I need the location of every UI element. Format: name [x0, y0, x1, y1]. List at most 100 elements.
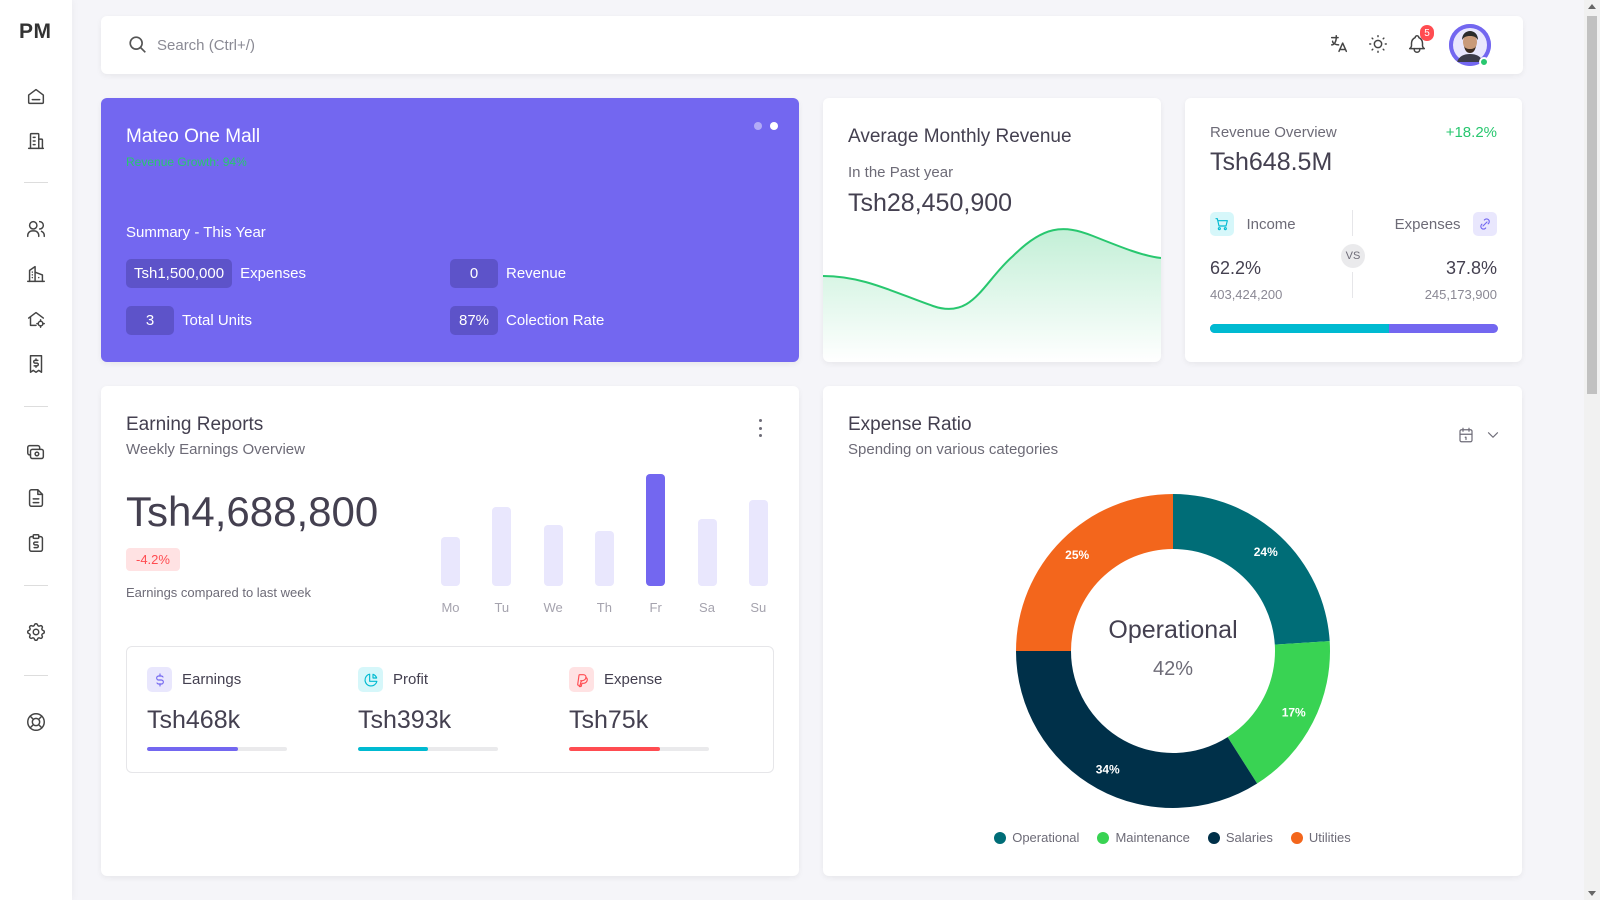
- bar-sa[interactable]: [697, 518, 717, 586]
- bar-su[interactable]: [748, 500, 768, 586]
- language-icon[interactable]: [1328, 33, 1352, 57]
- income-expense-bar: [1210, 324, 1498, 333]
- bar-tu[interactable]: [492, 506, 512, 586]
- card-subtitle: Weekly Earnings Overview: [126, 441, 305, 458]
- stat-value: 0: [450, 259, 498, 288]
- summary-value: Tsh468k: [147, 706, 241, 734]
- calendar-icon[interactable]: [1457, 426, 1477, 446]
- pie-chart-icon: [358, 667, 383, 692]
- income-block: Income 62.2% 403,424,200: [1210, 212, 1350, 302]
- bar-label: Sa: [699, 600, 715, 615]
- page-scrollbar[interactable]: [1584, 0, 1600, 900]
- card-subtitle: Spending on various categories: [848, 441, 1059, 458]
- carousel-dot-2[interactable]: [770, 122, 778, 130]
- slice-label: 25%: [1065, 548, 1089, 562]
- expenses-block: Expenses 37.8% 245,173,900: [1357, 212, 1497, 302]
- stat-collection-rate: 87% Colection Rate: [450, 306, 604, 335]
- legend-item-maintenance[interactable]: Maintenance: [1097, 830, 1190, 845]
- clipboard-dollar-icon[interactable]: [24, 531, 48, 555]
- expenses-percent: 37.8%: [1445, 258, 1497, 278]
- receipt-dollar-icon[interactable]: [24, 352, 48, 376]
- progress-fill: [147, 747, 238, 751]
- sun-icon[interactable]: [1367, 33, 1391, 57]
- slice-utilities[interactable]: [1016, 494, 1173, 651]
- donut-center-value: 42%: [1152, 658, 1194, 680]
- bar-label: Tu: [494, 600, 510, 615]
- legend-dot: [1097, 831, 1110, 844]
- chart-legend: Operational Maintenance Salaries Utilities: [823, 830, 1522, 845]
- topbar: 5: [101, 16, 1523, 74]
- slice-label: 34%: [1096, 763, 1120, 777]
- weekly-bar-chart: Mo Tu We Th Fr Sa Su: [441, 466, 781, 616]
- bell-icon[interactable]: 5: [1406, 25, 1434, 57]
- legend-label: Operational: [1012, 830, 1080, 845]
- home-icon[interactable]: [24, 84, 48, 108]
- bar-fr[interactable]: [646, 474, 666, 586]
- slice-salaries[interactable]: [1016, 651, 1258, 808]
- slice-operational[interactable]: [1173, 494, 1330, 645]
- chevron-down-icon[interactable]: [1484, 426, 1504, 446]
- slice-maintenance[interactable]: [1227, 641, 1330, 784]
- bar-th[interactable]: [594, 531, 614, 586]
- building-icon[interactable]: [24, 129, 48, 153]
- more-options-icon[interactable]: [757, 419, 763, 437]
- settings-icon[interactable]: [24, 620, 48, 644]
- dollar-icon: [147, 667, 172, 692]
- search-icon[interactable]: [127, 34, 149, 56]
- card-subtitle: In the Past year: [848, 164, 954, 181]
- summary-title: Summary - This Year: [126, 224, 266, 241]
- stat-revenue: 0 Revenue: [450, 259, 566, 288]
- progress-fill: [569, 747, 660, 751]
- legend-item-salaries[interactable]: Salaries: [1207, 830, 1273, 845]
- stat-value: Tsh1,500,000: [126, 259, 233, 288]
- income-amount: 403,424,200: [1210, 287, 1283, 302]
- app-logo[interactable]: PM: [19, 20, 52, 43]
- income-share-fill: [1210, 324, 1390, 333]
- scroll-down-arrow[interactable]: [1588, 891, 1596, 896]
- legend-dot: [994, 831, 1007, 844]
- scroll-up-arrow[interactable]: [1588, 4, 1596, 9]
- summary-progress: [358, 747, 498, 751]
- bar-label: Su: [750, 600, 767, 615]
- scroll-thumb[interactable]: [1587, 16, 1597, 394]
- stat-label: Expenses: [240, 265, 306, 282]
- earning-reports-card: Earning Reports Weekly Earnings Overview…: [101, 386, 799, 876]
- users-icon[interactable]: [24, 217, 48, 241]
- sidebar-divider: [24, 406, 48, 407]
- online-status-dot: [1479, 57, 1489, 67]
- stat-label: Total Units: [182, 312, 253, 329]
- home-cog-icon[interactable]: [24, 307, 48, 331]
- donut-center-label: Operational: [1108, 616, 1238, 644]
- vs-badge: VS: [1341, 244, 1365, 268]
- carousel-dot-1[interactable]: [754, 122, 762, 130]
- summary-earnings: Earnings Tsh468k: [147, 667, 327, 751]
- summary-progress: [569, 747, 709, 751]
- file-invoice-icon[interactable]: [24, 486, 48, 510]
- sidebar-divider: [24, 182, 48, 183]
- legend-label: Maintenance: [1115, 830, 1190, 845]
- bar-we[interactable]: [543, 524, 563, 586]
- legend-item-utilities[interactable]: Utilities: [1290, 830, 1351, 845]
- lifebuoy-icon[interactable]: [24, 710, 48, 734]
- sparkline-area: [823, 229, 1161, 362]
- summary-progress: [147, 747, 287, 751]
- revenue-overview-card: Revenue Overview +18.2% Tsh648.5M Income…: [1185, 98, 1522, 362]
- bar-mo[interactable]: [441, 537, 460, 586]
- expense-ratio-card: Expense Ratio Spending on various catego…: [823, 386, 1522, 876]
- building-community-icon[interactable]: [24, 262, 48, 286]
- bar-label: Fr: [649, 600, 662, 615]
- summary-label: Earnings: [182, 671, 242, 688]
- bar-label: Th: [596, 600, 612, 615]
- legend-item-operational[interactable]: Operational: [994, 830, 1079, 845]
- revenue-change: +18.2%: [1445, 124, 1497, 141]
- sidebar-divider: [24, 675, 48, 676]
- revenue-trend-sparkline: [823, 228, 1161, 362]
- search-input[interactable]: [157, 30, 757, 60]
- stat-value: 3: [126, 306, 174, 335]
- stat-label: Revenue: [506, 265, 567, 282]
- earnings-caption: Earnings compared to last week: [126, 585, 311, 600]
- card-title: Earning Reports: [126, 414, 264, 435]
- cash-icon[interactable]: [24, 441, 48, 465]
- stat-expenses: Tsh1,500,000 Expenses: [126, 259, 306, 288]
- link-icon: [1473, 212, 1497, 236]
